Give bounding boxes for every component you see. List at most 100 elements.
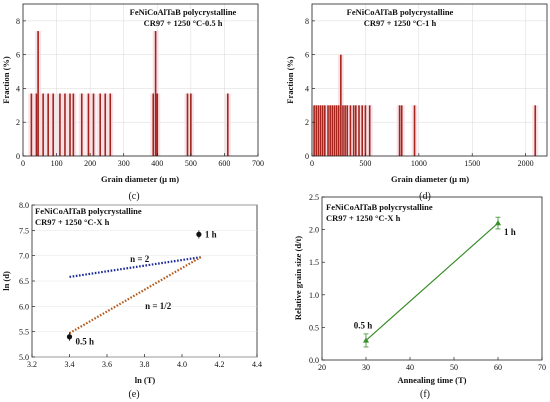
panel-d-x-tick-label: 1000 — [411, 159, 427, 168]
panel-c-x-tick-label: 200 — [84, 159, 96, 168]
panel-e-y-tick-label: 7.0 — [19, 252, 29, 261]
panel-f-point-label: 1 h — [504, 227, 516, 237]
panel-d-bar — [398, 105, 401, 156]
panel-c-y-axis-label: Fraction (%) — [1, 56, 11, 104]
panel-f-x-ticks: 20 30 40 50 60 70 — [318, 357, 546, 372]
panel-c-bar — [87, 93, 90, 156]
panel-d-bar — [340, 54, 342, 156]
panel-d-y-tick-label: 0 — [305, 152, 309, 161]
panel-e-trend-line-label: n = 1/2 — [145, 301, 172, 311]
panel-d-bar — [333, 105, 336, 156]
panel-c-x-axis-label: Grain diameter (μ m) — [101, 174, 179, 184]
panel-c-bars — [30, 31, 229, 156]
panel-f-plot-frame — [321, 196, 543, 361]
panel-e-point-label: 1 h — [205, 229, 217, 239]
panel-c-grid — [22, 4, 259, 157]
panel-c-y-tick-label: 0 — [16, 152, 20, 161]
panel-f-y-tick-label: 0.5 — [309, 323, 319, 332]
panel-c-bar — [104, 93, 107, 156]
panel-f-y-axis-label: Relative grain size (d/t) — [293, 236, 303, 320]
panel-d-bar — [313, 105, 315, 156]
panel-e-x-tick-label: 3.6 — [102, 360, 112, 369]
panel-c-bar — [190, 93, 192, 156]
panel-f-point-label: 0.5 h — [354, 320, 373, 330]
panel-f-x-tick-label: 20 — [318, 363, 326, 372]
panel-c-bar — [156, 93, 159, 156]
panel-c-bar — [35, 93, 38, 156]
panel-c-title-line-1: FeNiCoAlTaB polycrystalline — [130, 7, 237, 17]
panel-e-title-line-1: FeNiCoAlTaB polycrystalline — [35, 206, 142, 216]
panel-c-bar — [52, 93, 55, 156]
panel-c-caption: (c) — [128, 191, 139, 202]
panel-d-y-ticks: 0 2 4 6 8 — [305, 17, 315, 161]
panel-e-y-tick-label: 5.5 — [19, 328, 29, 337]
panel-d-bar — [321, 105, 324, 156]
panel-e-data-point — [66, 334, 73, 340]
panel-d-bar — [349, 105, 352, 156]
panel-c-bar — [30, 93, 33, 156]
panel-d-bars — [313, 54, 537, 156]
panel-f-x-tick-label: 60 — [494, 363, 502, 372]
panel-c-bar — [109, 93, 112, 156]
panel-d-bar — [319, 105, 322, 156]
panel-c-bar — [69, 93, 71, 156]
panel-c-bar — [47, 93, 49, 156]
panel-e-y-tick-label: 6.5 — [19, 277, 29, 286]
panel-f-x-tick-label: 40 — [406, 363, 414, 372]
panel-e-points: 0.5 h 1 h — [66, 229, 217, 347]
panel-e-x-tick-label: 4.0 — [177, 360, 187, 369]
panel-e-y-tick-label: 5.0 — [19, 353, 29, 362]
panel-f-series-line — [365, 222, 499, 341]
panel-d-x-ticks: 0 500 1000 1500 2000 — [310, 153, 534, 168]
panel-d-bar — [364, 105, 367, 156]
panel-d-y-tick-label: 6 — [305, 51, 309, 60]
panel-c-x-tick-label: 0 — [21, 159, 25, 168]
panel-f: 0.5 h 1 h 20 30 40 50 60 70 0.0 0.5 1.0 1.5 2.0 2.5… — [293, 193, 546, 400]
panel-f-data-point — [363, 337, 369, 343]
panel-d-plot-frame — [311, 3, 548, 157]
panel-c-bar — [42, 93, 44, 156]
panel-d-caption: (d) — [419, 191, 431, 202]
panel-d-x-tick-label: 2000 — [518, 159, 534, 168]
panel-e-y-axis-label: ln (d) — [1, 271, 11, 291]
panel-f-x-tick-label: 30 — [362, 363, 370, 372]
panel-c-x-ticks: 0 100 200 300 400 500 600 700 — [21, 153, 264, 168]
panel-e-x-tick-label: 3.2 — [27, 360, 37, 369]
panel-d-bar — [368, 105, 371, 156]
panel-d-x-axis-label: Grain diameter (μ m) — [391, 174, 469, 184]
panel-f-data-point — [495, 219, 501, 226]
panel-d-bar — [335, 105, 338, 156]
panel-f-y-tick-label: 1.0 — [309, 291, 319, 300]
panel-c-y-tick-label: 2 — [16, 118, 20, 127]
panel-e-x-axis-label: ln (T) — [135, 375, 156, 385]
panel-d-bar — [329, 105, 331, 156]
panel-e-x-tick-label: 4.4 — [252, 360, 262, 369]
panel-d-bar — [331, 105, 334, 156]
panel-c-x-tick-label: 500 — [185, 159, 197, 168]
panel-e-title-line-2: CR97 + 1250 °C-X h — [35, 217, 110, 227]
panel-e-y-tick-label: 8.0 — [19, 201, 29, 210]
panel-e-caption: (e) — [128, 389, 139, 400]
panel-d-bar — [413, 105, 416, 156]
panel-d-title-line-2: CR97 + 1250 °C-1 h — [364, 18, 437, 28]
panel-f-y-tick-label: 2.5 — [309, 193, 319, 202]
panel-e-x-tick-label: 3.8 — [140, 360, 150, 369]
panel-e-trend-line — [68, 256, 202, 335]
panel-c: 0 100 200 300 400 500 600 700 0 2 4 6 8 FeNiCoAlTaB… — [1, 3, 264, 202]
panel-c-bar — [64, 93, 66, 156]
panel-c-bar — [80, 93, 83, 156]
panel-d-bar — [534, 105, 537, 156]
panel-e-y-ticks: 5.0 5.5 6.0 6.5 7.0 7.5 8.0 — [19, 201, 35, 362]
panel-c-x-tick-label: 700 — [252, 159, 264, 168]
panel-d-bar — [315, 105, 318, 156]
panel-c-bar — [92, 93, 95, 156]
panel-d-bar — [327, 105, 329, 156]
panel-f-x-tick-label: 50 — [450, 363, 458, 372]
panel-d-bar — [337, 105, 340, 156]
panel-c-bar — [154, 31, 157, 156]
panel-c-y-ticks: 0 2 4 6 8 — [16, 17, 26, 161]
panel-d-x-tick-label: 0 — [310, 159, 314, 168]
panel-f-caption: (f) — [420, 389, 430, 400]
panel-c-bar — [37, 31, 39, 156]
